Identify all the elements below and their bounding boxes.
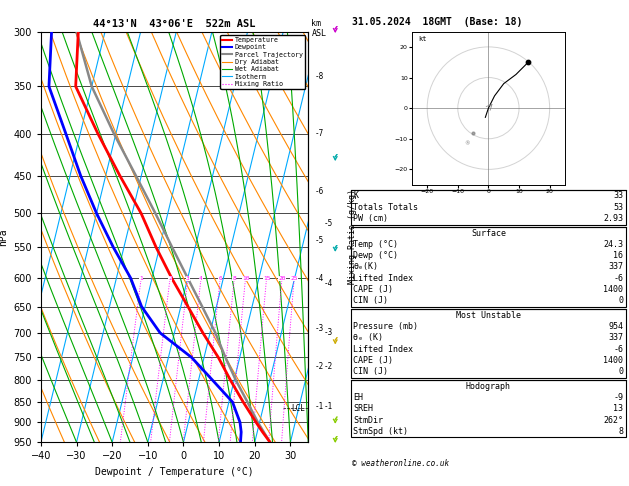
Text: -3: -3 (314, 324, 324, 333)
Text: 1: 1 (139, 276, 143, 280)
Text: kt: kt (418, 36, 426, 42)
Text: -7: -7 (314, 129, 324, 139)
Text: CIN (J): CIN (J) (353, 367, 389, 376)
Text: -9: -9 (613, 393, 623, 402)
Text: © weatheronline.co.uk: © weatheronline.co.uk (352, 459, 449, 468)
Text: 31.05.2024  18GMT  (Base: 18): 31.05.2024 18GMT (Base: 18) (352, 17, 523, 27)
Text: 20: 20 (278, 276, 286, 280)
Text: Surface: Surface (471, 229, 506, 238)
Text: -4: -4 (324, 279, 333, 289)
Text: -6: -6 (613, 274, 623, 283)
Text: Mixing Ratio (g/kg): Mixing Ratio (g/kg) (348, 190, 357, 284)
Y-axis label: hPa: hPa (0, 228, 8, 246)
Text: Totals Totals: Totals Totals (353, 203, 418, 212)
Text: Temp (°C): Temp (°C) (353, 240, 399, 249)
Text: PW (cm): PW (cm) (353, 214, 389, 223)
Text: Dewp (°C): Dewp (°C) (353, 251, 399, 260)
Title: 44°13'N  43°06'E  522m ASL: 44°13'N 43°06'E 522m ASL (93, 19, 256, 30)
Text: -8: -8 (314, 71, 324, 81)
Text: Pressure (mb): Pressure (mb) (353, 322, 418, 331)
Text: 8: 8 (618, 427, 623, 436)
Text: 53: 53 (613, 203, 623, 212)
Text: Lifted Index: Lifted Index (353, 274, 413, 283)
Text: StmDir: StmDir (353, 416, 384, 425)
Text: 24.3: 24.3 (603, 240, 623, 249)
Text: 8: 8 (233, 276, 237, 280)
Text: θₑ(K): θₑ(K) (353, 262, 379, 272)
X-axis label: Dewpoint / Temperature (°C): Dewpoint / Temperature (°C) (95, 467, 254, 477)
Text: 1400: 1400 (603, 285, 623, 294)
Text: 2: 2 (168, 276, 172, 280)
Text: -1: -1 (314, 401, 324, 411)
Text: 13: 13 (613, 404, 623, 414)
Text: 25: 25 (291, 276, 298, 280)
Text: -6: -6 (613, 345, 623, 354)
Text: CIN (J): CIN (J) (353, 296, 389, 305)
Text: 10: 10 (242, 276, 249, 280)
Text: 0: 0 (618, 296, 623, 305)
Text: -5: -5 (314, 236, 324, 245)
Text: 3: 3 (186, 276, 190, 280)
Text: -4: -4 (314, 274, 324, 282)
Text: -6: -6 (314, 187, 324, 196)
Text: 337: 337 (608, 333, 623, 343)
Text: 33: 33 (613, 191, 623, 201)
Text: 15: 15 (263, 276, 270, 280)
Text: 337: 337 (608, 262, 623, 272)
Text: 4: 4 (199, 276, 203, 280)
Text: -2: -2 (324, 362, 333, 371)
Legend: Temperature, Dewpoint, Parcel Trajectory, Dry Adiabat, Wet Adiabat, Isotherm, Mi: Temperature, Dewpoint, Parcel Trajectory… (220, 35, 305, 89)
Text: -2: -2 (314, 362, 324, 371)
Text: -3: -3 (324, 329, 333, 337)
Text: Lifted Index: Lifted Index (353, 345, 413, 354)
Text: θₑ (K): θₑ (K) (353, 333, 384, 343)
Point (523, 58, 533, 66)
Text: StmSpd (kt): StmSpd (kt) (353, 427, 408, 436)
Text: LCL: LCL (291, 404, 305, 413)
Text: Most Unstable: Most Unstable (456, 311, 521, 320)
Text: 6: 6 (218, 276, 222, 280)
Text: K: K (353, 191, 359, 201)
Text: -5: -5 (324, 219, 333, 228)
Text: -1: -1 (324, 401, 333, 411)
Text: 2.93: 2.93 (603, 214, 623, 223)
Text: ®: ® (464, 141, 469, 146)
Point (468, 129, 478, 137)
Text: 954: 954 (608, 322, 623, 331)
Text: km
ASL: km ASL (311, 19, 326, 38)
Text: Hodograph: Hodograph (466, 382, 511, 391)
Text: 1400: 1400 (603, 356, 623, 365)
Text: EH: EH (353, 393, 364, 402)
Text: CAPE (J): CAPE (J) (353, 285, 394, 294)
Text: SREH: SREH (353, 404, 374, 414)
Text: CAPE (J): CAPE (J) (353, 356, 394, 365)
Text: 16: 16 (613, 251, 623, 260)
Text: 262°: 262° (603, 416, 623, 425)
Text: 0: 0 (618, 367, 623, 376)
